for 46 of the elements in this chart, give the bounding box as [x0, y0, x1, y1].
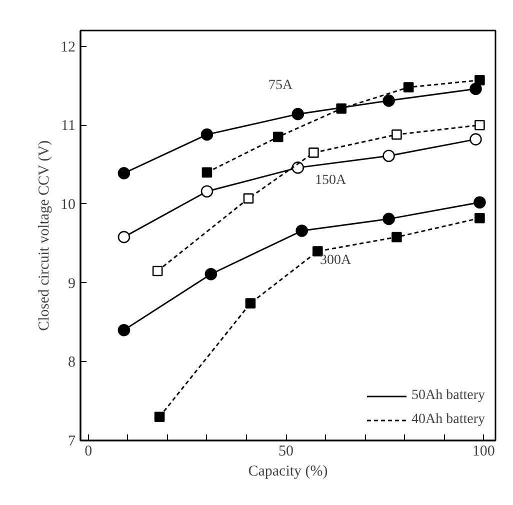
point [403, 82, 414, 92]
point [336, 103, 347, 114]
point [202, 167, 212, 178]
point [392, 129, 402, 140]
point [470, 82, 482, 95]
point [474, 213, 485, 224]
x-tick-label: 100 [472, 444, 495, 460]
point [382, 94, 395, 107]
x-tick-label: 0 [84, 444, 92, 460]
x-tick-label: 50 [278, 444, 294, 460]
point [200, 185, 214, 198]
point [470, 133, 482, 146]
y-tick-label: 12 [60, 39, 76, 56]
point [200, 128, 214, 141]
point [154, 412, 165, 422]
legend-label: 50Ah battery [412, 388, 485, 404]
point [118, 167, 130, 180]
y-tick-label: 11 [61, 118, 76, 134]
point [382, 212, 395, 226]
point [296, 224, 308, 237]
annotation: 150A [314, 173, 347, 188]
point [152, 266, 163, 276]
y-tick-label: 8 [68, 354, 76, 371]
point [243, 193, 254, 204]
point [118, 324, 130, 336]
point [292, 162, 304, 174]
legend-label: 40Ah battery [412, 412, 485, 428]
point [474, 196, 486, 209]
y-tick-label: 10 [60, 196, 76, 213]
y-tick-label: 9 [68, 276, 76, 292]
point [204, 268, 218, 280]
point [474, 75, 485, 86]
annotation: 300A [320, 253, 352, 268]
point [312, 246, 323, 256]
point [392, 232, 402, 242]
y-axis-title: Closed circuit voltage CCV (V) [36, 140, 52, 331]
point [308, 148, 319, 158]
point [292, 108, 304, 120]
point [272, 132, 284, 142]
point [474, 120, 485, 130]
point [245, 298, 256, 308]
annotation: 75A [268, 78, 294, 93]
y-tick-label: 7 [68, 434, 76, 450]
x-axis-title: Capacity (%) [248, 464, 328, 480]
point [382, 150, 395, 162]
point [118, 230, 130, 244]
